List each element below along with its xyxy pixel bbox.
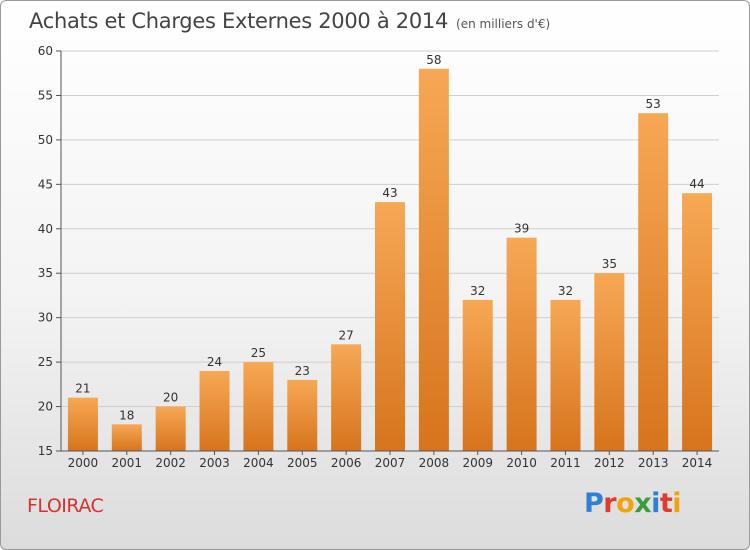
logo-letter: o [616, 488, 635, 519]
bars [67, 68, 713, 452]
x-tick-label: 2012 [594, 456, 625, 470]
bar-value-label: 53 [646, 97, 661, 111]
x-tick-label: 2003 [199, 456, 230, 470]
logo-letter: i [672, 488, 682, 519]
x-tick-label: 2013 [638, 456, 669, 470]
bar [155, 406, 186, 451]
bar [550, 299, 581, 451]
bar [375, 202, 405, 451]
y-tick-label: 15 [38, 444, 53, 458]
logo-letter: r [603, 488, 617, 519]
bar-value-label: 35 [602, 257, 617, 271]
bar [199, 371, 230, 451]
bar-value-label: 44 [689, 177, 704, 191]
y-tick-label: 30 [38, 311, 53, 325]
logo-letter: P [584, 488, 604, 519]
bar-value-label: 27 [338, 328, 353, 342]
logo-letter: i [651, 488, 660, 519]
x-tick-label: 2002 [155, 456, 186, 470]
bar-value-label: 39 [514, 222, 529, 236]
y-tick-label: 35 [38, 266, 53, 280]
x-tick-label: 2011 [550, 456, 581, 470]
bar-value-label: 58 [426, 53, 441, 67]
axes [56, 50, 719, 455]
commune-name: FLOIRAC [27, 495, 104, 517]
bar [418, 68, 449, 452]
x-tick-label: 2004 [243, 456, 274, 470]
logo-letter: t [659, 488, 673, 519]
bar-value-label: 18 [119, 408, 134, 422]
bar [462, 299, 493, 451]
proxiti-logo: Proxiti [584, 488, 682, 519]
bar [682, 193, 713, 451]
y-tick-label: 20 [38, 400, 53, 414]
bar [287, 379, 318, 451]
x-tick-label: 2010 [506, 456, 537, 470]
bar-value-label: 25 [251, 346, 266, 360]
labels: 15 20 25 30 35 40 45 50 55 60 21 2000 18 2001 20 2002 24… [38, 44, 713, 470]
x-tick-label: 2001 [112, 456, 143, 470]
bar [506, 237, 537, 451]
y-tick-label: 55 [38, 88, 53, 102]
x-tick-label: 2009 [462, 456, 493, 470]
bar [111, 424, 142, 451]
bar-value-label: 24 [207, 355, 222, 369]
chart-title-text: Achats et Charges Externes 2000 à 2014 [29, 9, 449, 33]
bar [243, 362, 274, 451]
x-tick-label: 2007 [375, 456, 406, 470]
bar-value-label: 32 [470, 284, 485, 298]
bar-value-label: 20 [163, 391, 178, 405]
x-tick-label: 2006 [331, 456, 362, 470]
x-tick-label: 2005 [287, 456, 318, 470]
chart-title: Achats et Charges Externes 2000 à 2014 (e… [29, 9, 550, 33]
bar [638, 113, 669, 451]
bar [67, 397, 98, 451]
y-tick-label: 50 [38, 133, 53, 147]
y-tick-label: 45 [38, 177, 53, 191]
bar [594, 273, 625, 451]
y-tick-label: 60 [38, 44, 53, 58]
y-tick-label: 25 [38, 355, 53, 369]
y-tick-label: 40 [38, 222, 53, 236]
bar-value-label: 23 [295, 364, 310, 378]
logo-letter: x [634, 488, 652, 519]
bar-value-label: 32 [558, 284, 573, 298]
x-tick-label: 2014 [682, 456, 713, 470]
bar-value-label: 43 [382, 186, 397, 200]
bar-value-label: 21 [75, 382, 90, 396]
x-tick-label: 2000 [68, 456, 99, 470]
bar [331, 344, 362, 451]
chart-subtitle: (en milliers d'€) [456, 17, 551, 31]
x-tick-label: 2008 [419, 456, 450, 470]
